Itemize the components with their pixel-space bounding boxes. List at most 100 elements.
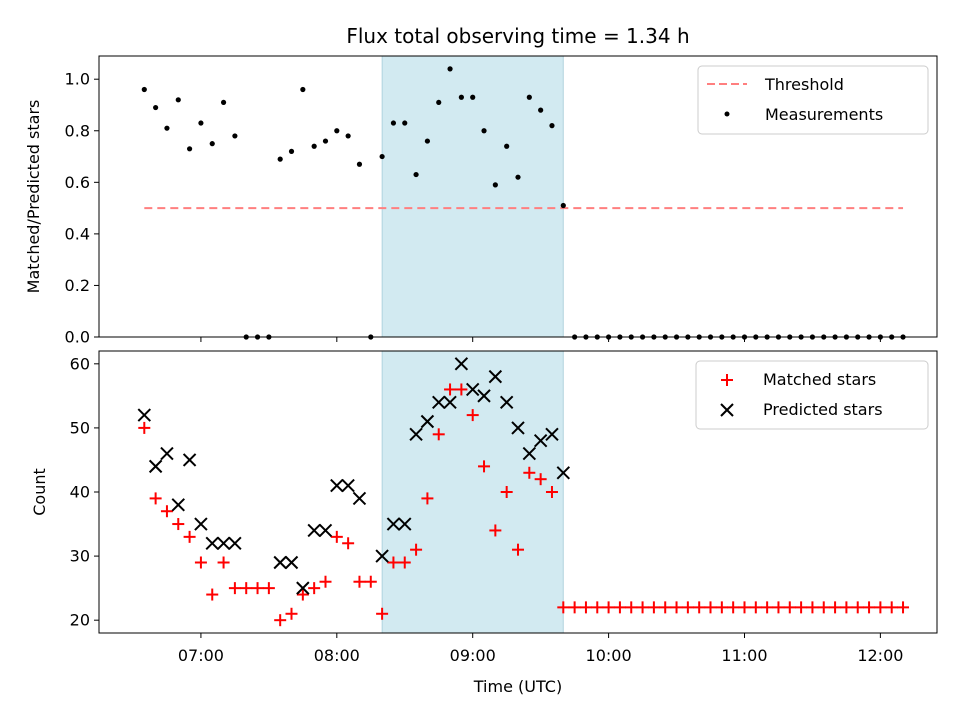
bottom-y-axis-label: Count	[30, 468, 49, 516]
measurement-point	[198, 120, 204, 126]
predicted-stars-point	[420, 414, 435, 429]
top-highlight-span	[381, 55, 564, 338]
matched-stars-point	[228, 582, 241, 595]
predicted-stars-point	[499, 395, 514, 409]
predicted-stars-point	[488, 369, 503, 384]
predicted-stars-point	[545, 427, 559, 442]
measurement-point	[153, 104, 159, 111]
matched-stars-point	[715, 601, 728, 614]
measurement-point	[447, 66, 453, 72]
measurement-point	[209, 141, 215, 147]
matched-stars-point	[274, 614, 287, 627]
predicted-stars-point	[330, 478, 344, 493]
top-y-tick-label: 1.0	[65, 70, 90, 89]
matched-stars-point	[783, 601, 796, 614]
matched-stars-point	[217, 556, 230, 569]
matched-stars-point	[727, 601, 740, 614]
matched-stars-point	[455, 383, 468, 396]
measurement-point	[288, 148, 295, 154]
predicted-stars-point	[307, 523, 321, 538]
matched-stars-point	[500, 486, 513, 498]
measurements-legend-label: Measurements	[765, 105, 883, 124]
predicted-stars-point	[194, 517, 208, 531]
measurement-point	[481, 128, 487, 134]
x-tick-label: 10:00	[586, 646, 632, 665]
top-y-tick-label: 0.4	[65, 224, 90, 243]
measurement-point	[322, 138, 329, 144]
predicted-stars-point	[522, 446, 537, 461]
measurement-point	[164, 125, 170, 131]
matched-stars-point	[296, 588, 309, 601]
matched-stars-point	[251, 582, 264, 595]
matched-stars-point	[602, 601, 615, 614]
matched-stars-point	[512, 543, 524, 556]
measurement-point	[436, 99, 442, 106]
matched-stars-point	[761, 601, 774, 614]
x-tick-label: 11:00	[721, 646, 767, 665]
x-tick-label: 07:00	[178, 646, 224, 665]
predicted-stars-point	[341, 478, 355, 493]
matched-stars-point	[874, 601, 887, 614]
matched-stars-point	[206, 588, 219, 601]
matched-stars-point	[795, 601, 808, 614]
matched-stars-point	[172, 518, 185, 531]
matched-stars-point	[738, 601, 751, 614]
bottom-y-tick-label: 40	[70, 483, 90, 502]
matched-stars-legend-swatch	[721, 374, 733, 386]
top-y-tick-label: 0.6	[65, 173, 90, 192]
predicted-stars-point	[228, 536, 242, 550]
measurement-point	[470, 94, 476, 100]
predicted-stars-point	[160, 446, 174, 461]
matched-stars-point	[636, 601, 649, 614]
matched-stars-point	[693, 601, 706, 614]
bottom-y-tick-label: 30	[70, 547, 90, 566]
matched-stars-point	[772, 601, 785, 614]
matched-stars-point	[319, 575, 332, 588]
top-y-tick-label: 0.8	[65, 121, 90, 140]
top-axes-frame	[98, 55, 938, 338]
matched-stars-point	[376, 607, 389, 620]
predicted-stars-point	[296, 581, 310, 595]
x-tick-label: 09:00	[450, 646, 496, 665]
matched-stars-point	[557, 601, 570, 614]
matched-stars-point	[444, 383, 457, 396]
predicted-stars-legend-swatch	[720, 403, 734, 417]
predicted-stars-point	[318, 523, 333, 538]
measurement-point	[232, 133, 238, 139]
top-y-tick-label: 0.2	[65, 276, 90, 295]
measurement-point	[560, 202, 566, 209]
matched-stars-point	[183, 530, 196, 543]
matched-stars-point	[398, 556, 411, 569]
matched-stars-point	[806, 601, 819, 614]
measurement-point	[413, 171, 419, 178]
chart-title: Flux total observing time = 1.34 h	[346, 24, 689, 48]
bottom-axes-frame	[98, 350, 938, 634]
bottom-legend: Matched stars Predicted stars	[695, 360, 929, 430]
bottom-legend-box	[695, 360, 929, 430]
matched-stars-point	[749, 601, 762, 614]
matched-stars-point	[545, 486, 558, 498]
matched-stars-point	[591, 601, 604, 614]
matched-stars-point	[568, 601, 581, 614]
predicted-stars-point	[137, 408, 152, 422]
matched-stars-point	[330, 530, 343, 543]
matched-stars-point	[387, 556, 400, 569]
matched-stars-point	[851, 601, 864, 614]
predicted-stars-point	[216, 536, 231, 550]
measurement-point	[300, 86, 306, 93]
matched-stars-point	[670, 601, 683, 614]
predicted-stars-point	[465, 382, 480, 397]
top-y-tick-label: 0.0	[65, 328, 90, 347]
predicted-stars-point	[284, 555, 299, 570]
matched-stars-point	[478, 460, 491, 473]
matched-stars-point	[579, 601, 592, 614]
bottom-y-tick-label: 20	[70, 611, 90, 630]
measurement-point	[220, 99, 227, 106]
predicted-stars-point	[375, 549, 389, 563]
predicted-stars-point	[182, 453, 197, 467]
predicted-stars-point	[477, 389, 491, 403]
measurements-legend-swatch	[724, 111, 730, 117]
matched-stars-point	[432, 428, 445, 441]
predicted-stars-point	[454, 357, 469, 371]
